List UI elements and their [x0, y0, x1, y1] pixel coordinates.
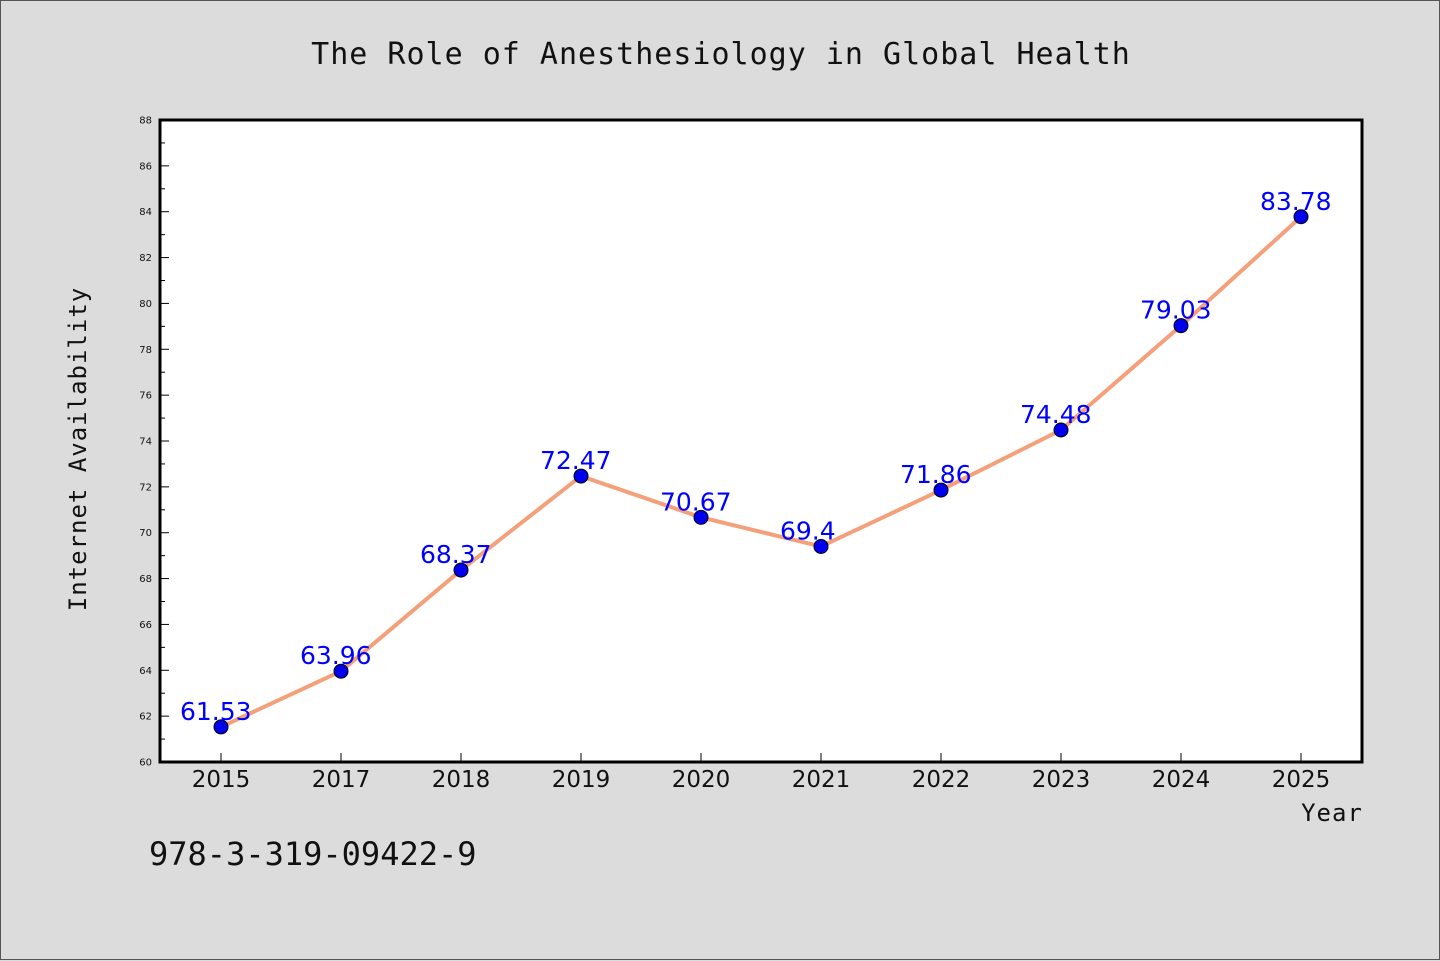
- data-point: [1053, 422, 1069, 438]
- y-tick-label: 64: [139, 666, 152, 677]
- x-tick-label: 2015: [192, 767, 251, 793]
- x-tick-label: 2022: [912, 767, 971, 793]
- y-tick-label: 84: [139, 207, 152, 218]
- x-tick-label: 2021: [792, 767, 851, 793]
- x-tick-label: 2019: [552, 767, 611, 793]
- data-label: 61.53: [180, 697, 252, 726]
- y-axis-ticks: 60 62 64 66 68 70 72 74 76 78 80 82 84 86 88: [139, 116, 169, 769]
- data-point: [1173, 318, 1189, 334]
- data-point: [933, 482, 949, 498]
- data-point: [813, 538, 829, 554]
- y-tick-label: 82: [139, 253, 152, 264]
- data-label: 71.86: [900, 460, 972, 489]
- isbn-label: 978-3-319-09422-9: [149, 835, 477, 873]
- data-point: [213, 719, 229, 735]
- series-layer: [213, 209, 1309, 735]
- x-tick-label: 2024: [1152, 767, 1211, 793]
- y-tick-label: 60: [139, 758, 152, 769]
- y-tick-label: 68: [139, 574, 152, 585]
- data-point: [333, 663, 349, 679]
- x-tick-label: 2023: [1032, 767, 1091, 793]
- data-label: 70.67: [660, 487, 732, 516]
- data-point: [1293, 209, 1309, 225]
- chart-title: The Role of Anesthesiology in Global Hea…: [311, 37, 1131, 72]
- data-label: 72.47: [540, 446, 612, 475]
- y-tick-label: 78: [139, 345, 152, 356]
- y-axis-label: Internet Availability: [64, 287, 92, 611]
- x-tick-label: 2018: [432, 767, 491, 793]
- x-axis-label: Year: [1301, 799, 1363, 827]
- data-point: [573, 468, 589, 484]
- data-point: [453, 562, 469, 578]
- data-label: 83.78: [1260, 187, 1332, 216]
- data-label: 79.03: [1140, 296, 1212, 325]
- y-tick-label: 74: [139, 437, 152, 448]
- y-tick-label: 86: [139, 161, 152, 172]
- series-line: [219, 214, 1303, 729]
- data-labels-layer: 61.53 63.96 68.37 72.47 70.67 69.4 71.86 74.48 7…: [180, 187, 1332, 726]
- y-tick-label: 76: [139, 391, 152, 402]
- y-tick-label: 70: [139, 528, 152, 539]
- y-tick-label: 62: [139, 712, 152, 723]
- x-tick-label: 2025: [1272, 767, 1331, 793]
- x-tick-label: 2020: [672, 767, 731, 793]
- y-tick-label: 66: [139, 620, 152, 631]
- data-label: 69.4: [780, 516, 836, 545]
- y-tick-label: 80: [139, 299, 152, 310]
- data-label: 74.48: [1020, 400, 1092, 429]
- data-point: [693, 509, 709, 525]
- x-tick-label: 2017: [312, 767, 371, 793]
- data-label: 63.96: [300, 641, 372, 670]
- data-label: 68.37: [420, 540, 492, 569]
- y-tick-label: 88: [139, 116, 152, 127]
- x-axis-ticks: 2015 2017 2018 2019 2020 2021 2022 2023 2024 2025: [192, 753, 1331, 793]
- y-tick-label: 72: [139, 482, 152, 493]
